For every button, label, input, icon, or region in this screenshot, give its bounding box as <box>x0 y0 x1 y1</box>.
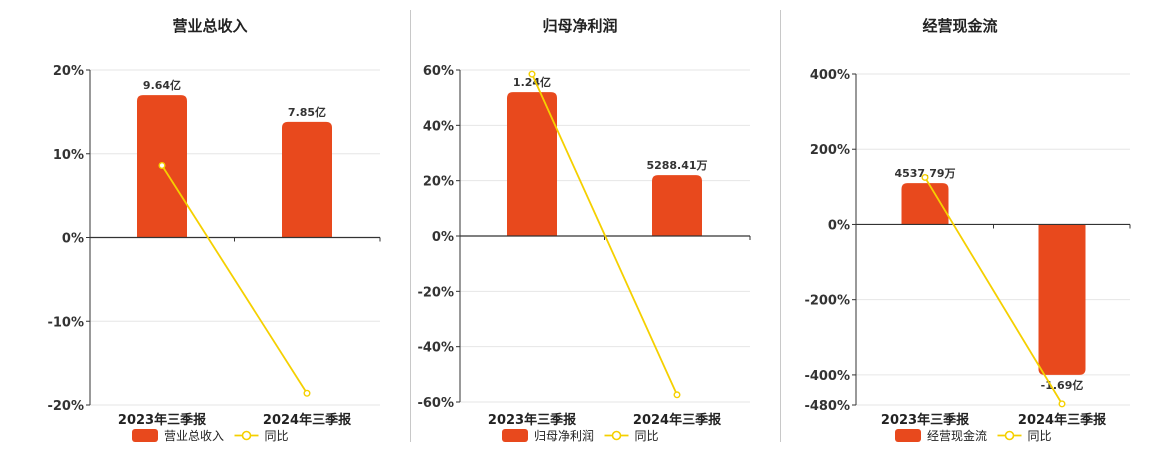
data-label: 1.24亿 <box>513 75 551 89</box>
legend-line-label: 同比 <box>635 429 659 443</box>
y-tick-label: 400% <box>810 68 850 83</box>
y-tick-label: 40% <box>423 119 454 134</box>
bar <box>652 175 702 236</box>
bar <box>901 183 949 225</box>
line-point <box>158 161 166 169</box>
y-tick-label: 60% <box>423 64 454 79</box>
category-label: 2024年三季报 <box>263 412 352 428</box>
category-label: 2023年三季报 <box>488 412 577 428</box>
line-point <box>921 173 929 181</box>
data-label: -1.69亿 <box>1041 378 1084 392</box>
y-tick-label: -60% <box>417 396 454 411</box>
y-tick-label: -400% <box>804 369 850 384</box>
y-tick-label: -20% <box>417 285 454 300</box>
bar <box>282 121 332 238</box>
legend-line-marker <box>241 430 252 441</box>
line-series <box>161 164 308 394</box>
line-point <box>1058 400 1066 408</box>
category-label: 2023年三季报 <box>881 412 970 428</box>
line-point <box>673 391 681 399</box>
chart-title: 经营现金流 <box>922 17 997 35</box>
legend-bar-swatch <box>895 429 921 442</box>
legend-bar-swatch <box>502 429 528 442</box>
legend-line-marker <box>1004 430 1015 441</box>
y-tick-label: 10% <box>53 148 84 163</box>
category-label: 2023年三季报 <box>118 412 207 428</box>
line-point <box>303 389 311 397</box>
chart-title: 营业总收入 <box>172 17 247 35</box>
y-tick-label: 20% <box>53 64 84 79</box>
legend-bar-label: 经营现金流 <box>927 428 987 443</box>
y-tick-label: 0% <box>62 232 84 247</box>
y-tick-label: -10% <box>47 315 84 330</box>
chart-panel: 经营现金流 400% 200% 0% -200% -400% -480% 4537.79万 -1… <box>804 17 1131 443</box>
y-tick-label: 200% <box>810 143 850 158</box>
line-point <box>528 70 536 78</box>
y-tick-label: 20% <box>423 175 454 190</box>
y-tick-label: 0% <box>828 218 850 233</box>
legend-bar-label: 营业总收入 <box>164 429 224 443</box>
legend-line-marker <box>611 430 622 441</box>
y-tick-label: 0% <box>432 230 454 245</box>
category-label: 2024年三季报 <box>633 412 722 428</box>
bar <box>1038 224 1086 375</box>
y-tick-label: -20% <box>47 399 84 414</box>
panel-divider <box>780 10 781 442</box>
legend-bar-swatch <box>132 429 158 442</box>
legend-bar-label: 归母净利润 <box>534 429 594 443</box>
legend-line-label: 同比 <box>1028 429 1052 443</box>
legend-line-label: 同比 <box>265 429 289 443</box>
bar <box>507 92 557 236</box>
data-label: 5288.41万 <box>646 159 707 172</box>
panel-divider <box>410 10 411 442</box>
chart-title: 归母净利润 <box>542 17 617 35</box>
line-series <box>924 176 1063 405</box>
chart-panel: 归母净利润 60% 40% 20% 0% -20% -40% -60% 1.24亿 5288.41… <box>417 17 751 443</box>
data-label: 7.85亿 <box>288 105 326 119</box>
category-label: 2024年三季报 <box>1018 412 1107 428</box>
data-label: 4537.79万 <box>894 167 955 180</box>
line-series <box>531 73 678 396</box>
y-tick-label: -40% <box>417 341 454 356</box>
y-tick-label: -200% <box>804 294 850 309</box>
y-tick-label: -480% <box>804 399 850 414</box>
data-label: 9.64亿 <box>143 78 181 92</box>
chart-panel: 营业总收入 20% 10% 0% -10% -20% 9.64亿 7.85亿 2023年三季报 2… <box>47 17 381 443</box>
